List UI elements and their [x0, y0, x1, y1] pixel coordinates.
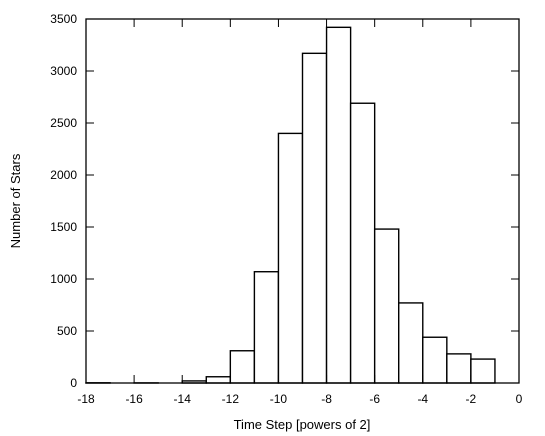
x-tick-label-3: -12	[222, 392, 240, 406]
x-tick-label-4: -10	[270, 392, 288, 406]
histogram-bar-15	[446, 353, 472, 384]
y-tick-label-1: 500	[57, 324, 77, 338]
y-tick-label-2: 1000	[50, 272, 77, 286]
y-axis-title: Number of Stars	[8, 153, 23, 248]
x-tick-label-0: -18	[77, 392, 95, 406]
histogram-bar-11	[349, 102, 376, 384]
histogram-bar-12	[373, 228, 400, 384]
histogram-bar-8	[277, 132, 304, 384]
histogram-bar-16	[470, 358, 496, 384]
ticks-layer: -18 -16 -14 -12 -10 -8 -6 -4 -2 0 0 500 1000 1500 2000…	[50, 12, 522, 406]
x-axis-title: Time Step [powers of 2]	[234, 417, 371, 432]
x-tick-label-9: 0	[516, 392, 523, 406]
bars-layer	[85, 26, 496, 384]
y-tick-label-7: 3500	[50, 12, 77, 26]
x-tick-label-5: -8	[321, 392, 332, 406]
histogram-bar-14	[422, 336, 448, 384]
histogram-bar-10	[325, 26, 352, 384]
y-tick-label-4: 2000	[50, 168, 77, 182]
histogram-bar-9	[301, 52, 328, 384]
x-tick-label-8: -2	[466, 392, 477, 406]
y-tick-label-6: 3000	[50, 64, 77, 78]
histogram-bar-6	[229, 350, 256, 384]
histogram-bar-5	[205, 376, 232, 384]
histogram-bar-7	[253, 271, 280, 384]
y-tick-label-0: 0	[70, 376, 77, 390]
x-tick-label-7: -4	[417, 392, 428, 406]
plot-frame	[85, 18, 520, 384]
x-tick-label-2: -14	[174, 392, 192, 406]
y-tick-label-5: 2500	[50, 116, 77, 130]
x-tick-label-1: -16	[125, 392, 143, 406]
x-tick-label-6: -6	[369, 392, 380, 406]
y-tick-label-3: 1500	[50, 220, 77, 234]
histogram-bar-13	[398, 302, 424, 384]
